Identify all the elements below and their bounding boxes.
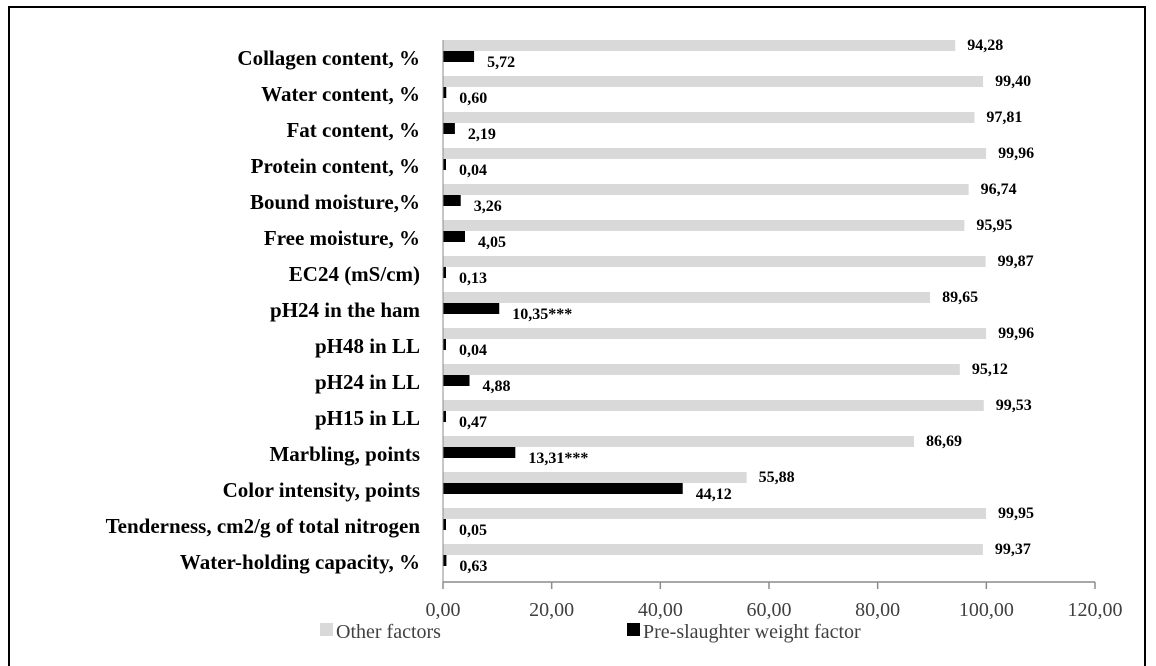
category-label: EC24 (mS/cm) [289,262,420,286]
data-label-other: 94,28 [967,37,1003,54]
data-label-pre-slaughter: 5,72 [487,54,515,71]
category-label: Fat content, % [286,118,420,142]
category-label: Color intensity, points [223,478,420,502]
bar-pre-slaughter [443,159,446,170]
x-tick-label: 120,00 [1068,599,1123,621]
legend-swatch-pre-slaughter [627,623,640,636]
data-label-other: 99,96 [998,325,1034,342]
data-label-pre-slaughter: 0,63 [459,558,487,575]
bar-pre-slaughter [443,87,447,98]
bar-pre-slaughter [443,231,466,242]
category-label: Water-holding capacity, % [180,550,420,574]
bar-other-factors [443,436,915,447]
category-label: Bound moisture,% [250,190,420,214]
data-label-pre-slaughter: 0,05 [459,522,487,539]
bar-other-factors [443,148,987,159]
data-label-pre-slaughter: 0,47 [459,414,487,431]
category-label: pH24 in the ham [270,298,420,322]
data-label-other: 99,96 [998,145,1034,162]
data-label-other: 95,12 [972,361,1008,378]
bar-other-factors [443,364,960,375]
data-label-other: 55,88 [759,469,795,486]
bar-other-factors [443,472,747,483]
bar-pre-slaughter [443,51,475,62]
category-label: Collagen content, % [237,46,420,70]
bar-other-factors [443,544,983,555]
data-label-pre-slaughter: 4,88 [483,378,511,395]
category-label: Tenderness, cm2/g of total nitrogen [106,514,421,538]
data-label-pre-slaughter: 3,26 [474,198,502,215]
data-label-other: 86,69 [926,433,962,450]
bar-other-factors [443,220,965,231]
category-label: Water content, % [261,82,420,106]
data-label-pre-slaughter: 0,60 [459,90,487,107]
category-label: Marbling, points [269,442,420,466]
bar-other-factors [443,292,931,303]
category-label: pH48 in LL [315,334,420,358]
bar-pre-slaughter [443,555,447,566]
bar-pre-slaughter [443,375,470,386]
legend-swatch-other-factors [320,623,333,636]
data-label-pre-slaughter: 10,35*** [512,306,572,323]
data-label-other: 99,87 [998,253,1034,270]
x-tick-label: 100,00 [959,599,1014,621]
bar-pre-slaughter [443,411,446,422]
bar-other-factors [443,112,975,123]
bar-pre-slaughter [443,123,455,134]
x-tick-label: 40,00 [638,599,683,621]
bar-pre-slaughter [443,267,446,278]
x-tick-label: 20,00 [529,599,574,621]
bar-pre-slaughter [443,195,461,206]
x-tick-label: 0,00 [426,599,461,621]
bar-pre-slaughter [443,447,516,458]
category-label: pH24 in LL [315,370,420,394]
data-label-pre-slaughter: 0,04 [459,342,487,359]
x-tick-label: 80,00 [855,599,900,621]
category-label: pH15 in LL [315,406,420,430]
category-label: Protein content, % [251,154,420,178]
data-label-other: 99,95 [998,505,1034,522]
data-label-other: 99,53 [996,397,1032,414]
legend-label-pre-slaughter: Pre-slaughter weight factor [643,621,861,643]
bar-other-factors [443,400,984,411]
data-label-other: 99,40 [995,73,1031,90]
data-label-pre-slaughter: 0,13 [459,270,487,287]
legend-label-other-factors: Other factors [336,621,441,643]
bar-other-factors [443,328,987,339]
bar-other-factors [443,256,986,267]
data-label-other: 96,74 [981,181,1017,198]
bar-other-factors [443,508,987,519]
data-label-other: 97,81 [986,109,1022,126]
data-label-other: 99,37 [995,541,1031,558]
data-label-pre-slaughter: 4,05 [478,234,506,251]
data-label-other: 89,65 [942,289,978,306]
data-label-pre-slaughter: 0,04 [459,162,487,179]
bar-pre-slaughter [443,519,446,530]
chart-frame [8,6,1146,666]
category-label: Free moisture, % [264,226,420,250]
data-label-pre-slaughter: 13,31*** [528,450,588,467]
bar-other-factors [443,76,984,87]
bar-pre-slaughter [443,303,500,314]
data-label-pre-slaughter: 44,12 [696,486,732,503]
bar-pre-slaughter [443,339,446,350]
data-label-pre-slaughter: 2,19 [468,126,496,143]
x-tick-label: 60,00 [747,599,792,621]
bar-other-factors [443,40,956,51]
data-label-other: 95,95 [976,217,1012,234]
bar-other-factors [443,184,969,195]
bar-pre-slaughter [443,483,683,494]
